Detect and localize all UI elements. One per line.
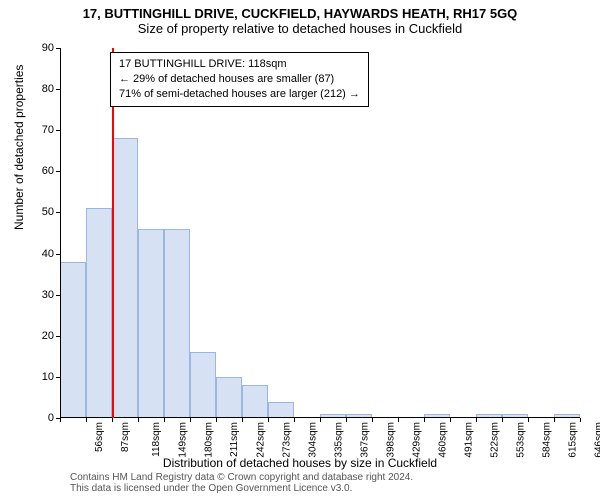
x-tick-label: 646sqm <box>594 422 600 458</box>
histogram-bar <box>268 402 294 418</box>
annot-line3: 71% of semi-detached houses are larger (… <box>119 87 360 102</box>
x-tick-label: 87sqm <box>120 422 131 452</box>
x-tick-label: 304sqm <box>308 422 319 458</box>
address-title: 17, BUTTINGHILL DRIVE, CUCKFIELD, HAYWAR… <box>0 6 600 21</box>
chart-container: 17, BUTTINGHILL DRIVE, CUCKFIELD, HAYWAR… <box>0 0 600 500</box>
plot-area: 010203040506070809056sqm87sqm118sqm149sq… <box>60 48 580 418</box>
x-tick-label: 118sqm <box>151 422 162 457</box>
annot-line2: ← 29% of detached houses are smaller (87… <box>119 72 360 87</box>
x-tick-label: 429sqm <box>412 422 423 458</box>
histogram-bar <box>164 229 190 418</box>
x-tick-label: 273sqm <box>282 422 293 458</box>
y-axis-label: Number of detached properties <box>12 65 26 230</box>
annotation-box: 17 BUTTINGHILL DRIVE: 118sqm← 29% of det… <box>110 52 369 107</box>
footer-attribution: Contains HM Land Registry data © Crown c… <box>70 472 413 494</box>
histogram-bar <box>190 352 216 418</box>
x-tick-label: 335sqm <box>334 422 345 458</box>
x-tick-label: 615sqm <box>568 422 579 458</box>
x-tick-label: 460sqm <box>438 422 449 458</box>
x-tick-label: 149sqm <box>178 422 189 458</box>
histogram-bar <box>216 377 242 418</box>
annot-line1: 17 BUTTINGHILL DRIVE: 118sqm <box>119 57 360 72</box>
x-tick-label: 584sqm <box>542 422 553 458</box>
histogram-bar <box>86 208 112 418</box>
x-tick-label: 242sqm <box>256 422 267 458</box>
x-tick-label: 491sqm <box>464 422 475 458</box>
x-tick-label: 180sqm <box>204 422 215 458</box>
x-tick-label: 56sqm <box>94 422 105 452</box>
x-tick-label: 553sqm <box>516 422 527 458</box>
histogram-bar <box>242 385 268 418</box>
x-tick-label: 367sqm <box>360 422 371 458</box>
subtitle: Size of property relative to detached ho… <box>0 21 600 36</box>
x-tick-label: 211sqm <box>229 422 240 457</box>
histogram-bar <box>138 229 164 418</box>
x-tick-label: 398sqm <box>386 422 397 458</box>
x-axis-label: Distribution of detached houses by size … <box>0 456 600 470</box>
footer-text: Contains HM Land Registry data © Crown c… <box>70 472 413 494</box>
x-tick-label: 522sqm <box>490 422 501 458</box>
histogram-bar <box>60 262 86 418</box>
histogram-bar <box>112 138 138 418</box>
